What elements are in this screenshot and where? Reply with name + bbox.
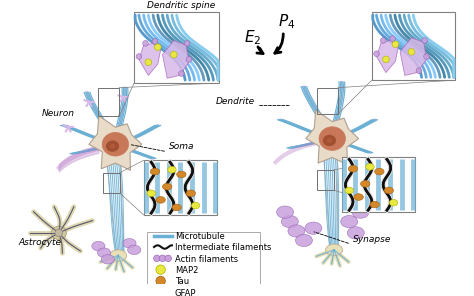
Ellipse shape: [352, 206, 369, 218]
Ellipse shape: [361, 181, 370, 187]
Ellipse shape: [326, 244, 343, 255]
FancyBboxPatch shape: [134, 12, 219, 83]
Ellipse shape: [156, 197, 165, 203]
Circle shape: [374, 51, 379, 57]
Circle shape: [152, 39, 158, 44]
Circle shape: [154, 255, 160, 262]
Text: MAP2: MAP2: [175, 266, 198, 275]
Text: Tau: Tau: [175, 277, 189, 287]
FancyBboxPatch shape: [144, 160, 217, 215]
Polygon shape: [163, 41, 189, 78]
Polygon shape: [139, 43, 161, 75]
Ellipse shape: [191, 202, 200, 209]
Ellipse shape: [288, 225, 305, 237]
Ellipse shape: [374, 168, 384, 175]
FancyBboxPatch shape: [342, 157, 415, 212]
Circle shape: [416, 68, 422, 73]
Ellipse shape: [319, 127, 346, 150]
Text: Intermediate filaments: Intermediate filaments: [175, 244, 271, 252]
Ellipse shape: [106, 141, 119, 152]
Circle shape: [422, 38, 428, 43]
Ellipse shape: [305, 222, 322, 234]
Text: Dendritic spine: Dendritic spine: [147, 1, 216, 9]
FancyBboxPatch shape: [147, 232, 260, 296]
Ellipse shape: [323, 135, 336, 146]
Ellipse shape: [102, 132, 128, 156]
Ellipse shape: [347, 227, 365, 239]
Circle shape: [383, 56, 389, 63]
Ellipse shape: [327, 138, 332, 143]
Ellipse shape: [92, 241, 105, 251]
Text: Dendrite: Dendrite: [216, 97, 255, 106]
Ellipse shape: [281, 215, 298, 228]
Ellipse shape: [370, 201, 379, 208]
Ellipse shape: [128, 245, 141, 255]
Circle shape: [171, 52, 177, 58]
Ellipse shape: [168, 166, 176, 173]
Ellipse shape: [389, 200, 398, 206]
Circle shape: [392, 41, 399, 48]
Ellipse shape: [163, 184, 172, 190]
Circle shape: [55, 229, 63, 237]
Circle shape: [145, 59, 152, 65]
Circle shape: [156, 276, 165, 286]
Circle shape: [143, 41, 148, 46]
Circle shape: [156, 265, 165, 274]
Circle shape: [390, 36, 395, 41]
Text: Soma: Soma: [169, 142, 195, 151]
Ellipse shape: [366, 164, 374, 170]
Text: Actin filaments: Actin filaments: [175, 255, 238, 264]
Polygon shape: [306, 110, 359, 165]
Polygon shape: [89, 116, 142, 170]
Text: Astrocyte: Astrocyte: [18, 238, 61, 247]
Ellipse shape: [186, 190, 195, 197]
Ellipse shape: [177, 171, 186, 178]
Circle shape: [159, 255, 166, 262]
Ellipse shape: [354, 194, 364, 200]
Polygon shape: [400, 38, 427, 75]
Circle shape: [380, 38, 386, 43]
Ellipse shape: [345, 187, 354, 194]
Ellipse shape: [147, 190, 155, 197]
Ellipse shape: [51, 226, 66, 239]
Text: GFAP: GFAP: [175, 289, 196, 296]
Ellipse shape: [277, 206, 293, 218]
Circle shape: [165, 255, 172, 262]
Ellipse shape: [384, 187, 393, 194]
Ellipse shape: [98, 248, 110, 258]
Polygon shape: [376, 41, 398, 73]
Ellipse shape: [341, 215, 358, 228]
Ellipse shape: [109, 144, 115, 149]
Circle shape: [408, 49, 415, 55]
Circle shape: [136, 54, 142, 59]
Text: Neuron: Neuron: [42, 109, 75, 118]
Ellipse shape: [150, 168, 160, 175]
Circle shape: [184, 41, 190, 46]
Ellipse shape: [172, 204, 182, 211]
Ellipse shape: [101, 255, 114, 264]
Circle shape: [179, 71, 184, 76]
Circle shape: [424, 54, 429, 59]
Text: $E_2$: $E_2$: [245, 28, 262, 47]
FancyBboxPatch shape: [372, 12, 455, 80]
Circle shape: [155, 44, 161, 50]
Ellipse shape: [348, 165, 358, 172]
Text: Microtubule: Microtubule: [175, 232, 225, 241]
Ellipse shape: [295, 234, 312, 247]
Ellipse shape: [109, 250, 127, 261]
Ellipse shape: [123, 239, 136, 248]
Text: $P_4$: $P_4$: [278, 12, 296, 31]
Circle shape: [186, 57, 192, 62]
Text: Synapse: Synapse: [353, 235, 392, 244]
